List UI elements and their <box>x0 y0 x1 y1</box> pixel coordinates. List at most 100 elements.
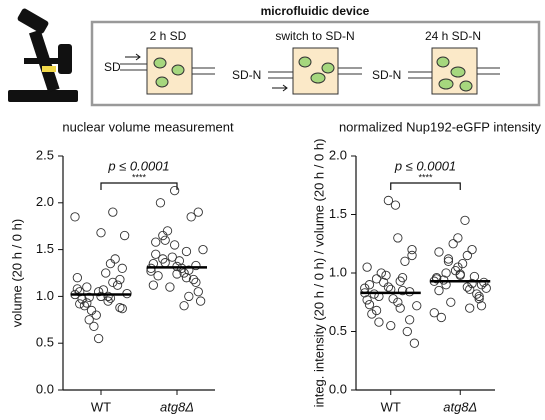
panel-label: switch to SD-N <box>275 29 354 43</box>
data-point <box>443 254 454 264</box>
data-point <box>115 274 125 285</box>
significance-stars: **** <box>418 172 433 182</box>
y-tick-label: 2.5 <box>36 147 54 162</box>
y-tick-label: 2.0 <box>36 194 54 209</box>
data-point <box>381 270 391 280</box>
data-point <box>181 246 192 257</box>
panel-label: 2 h SD <box>150 29 187 43</box>
panel: 24 h SD-N SD-N <box>372 29 500 95</box>
data-point <box>453 233 463 243</box>
data-point <box>476 301 487 311</box>
data-point <box>160 235 170 245</box>
x-tick-label: atg8Δ <box>160 399 194 414</box>
data-point <box>457 258 468 269</box>
data-point <box>186 212 196 222</box>
data-point <box>386 320 396 331</box>
data-point <box>395 303 405 313</box>
data-point <box>448 239 458 249</box>
data-point <box>105 258 116 269</box>
data-point <box>84 315 94 325</box>
data-point <box>383 195 394 206</box>
data-point <box>450 266 461 276</box>
data-point <box>362 295 372 305</box>
data-point <box>184 265 194 275</box>
data-point <box>397 285 408 296</box>
microscope-icon <box>8 8 78 102</box>
data-point <box>96 291 106 302</box>
significance-bracket <box>390 182 461 190</box>
data-point <box>364 299 375 310</box>
data-point <box>84 292 94 302</box>
y-tick-label: 0.0 <box>329 381 347 396</box>
data-point <box>96 228 106 238</box>
inlet-label: SD-N <box>232 68 261 82</box>
data-point <box>117 263 127 273</box>
data-point <box>379 277 389 288</box>
data-point <box>169 240 180 250</box>
data-point <box>193 207 203 217</box>
data-point <box>455 269 465 279</box>
data-point <box>191 260 201 271</box>
data-point <box>153 271 163 281</box>
data-point <box>101 268 111 278</box>
x-tick-label: WT <box>381 399 401 414</box>
data-point <box>407 244 417 255</box>
data-point <box>112 280 123 290</box>
chart-title: nuclear volume measurement <box>62 119 234 134</box>
y-axis-label: volume (20 h / 0 h) <box>9 219 24 327</box>
data-point <box>362 262 372 272</box>
y-tick-label: 0.0 <box>36 381 54 396</box>
data-point <box>108 207 118 217</box>
inlet-label: SD <box>104 60 121 74</box>
data-point <box>89 321 99 332</box>
data-point <box>434 285 444 296</box>
diagram-title: microfluidic device <box>261 4 370 18</box>
data-point <box>393 297 403 307</box>
data-point <box>167 252 177 262</box>
data-point <box>376 268 386 278</box>
p-value: p ≤ 0.0001 <box>107 158 169 173</box>
data-point <box>162 226 173 236</box>
data-point <box>103 291 113 302</box>
data-point <box>436 312 446 323</box>
data-point <box>151 249 161 259</box>
data-point <box>91 310 101 320</box>
y-tick-label: 2.0 <box>329 147 347 162</box>
significance-stars: **** <box>132 172 147 182</box>
data-point <box>402 326 412 337</box>
y-tick-label: 0.5 <box>36 335 54 350</box>
data-point <box>93 287 104 297</box>
data-point <box>441 268 451 278</box>
x-tick-label: atg8Δ <box>443 399 477 414</box>
chart-title: normalized Nup192-eGFP intensity <box>339 119 542 134</box>
data-point <box>82 298 92 308</box>
data-point <box>188 274 199 285</box>
y-tick-label: 1.0 <box>36 288 54 303</box>
data-point <box>198 244 208 255</box>
data-point <box>429 308 439 318</box>
y-tick-label: 1.5 <box>36 241 54 256</box>
data-point <box>481 283 491 293</box>
data-point <box>367 309 377 319</box>
data-point <box>103 296 113 306</box>
panel: 2 h SD SD <box>104 29 215 95</box>
data-point <box>110 254 120 264</box>
data-point <box>82 282 92 292</box>
data-point <box>169 185 180 196</box>
data-point <box>434 247 444 257</box>
panel: switch to SD-N SD-N <box>232 29 362 95</box>
data-point <box>364 280 375 290</box>
data-point <box>388 294 398 304</box>
data-point <box>191 277 201 288</box>
data-point <box>467 278 477 289</box>
data-point <box>70 212 80 222</box>
data-point <box>462 282 472 292</box>
data-point <box>465 284 475 295</box>
data-point <box>383 282 394 292</box>
data-point <box>158 230 168 241</box>
data-point <box>409 338 420 348</box>
data-point <box>119 230 130 241</box>
data-point <box>371 305 382 316</box>
data-point <box>184 291 194 302</box>
